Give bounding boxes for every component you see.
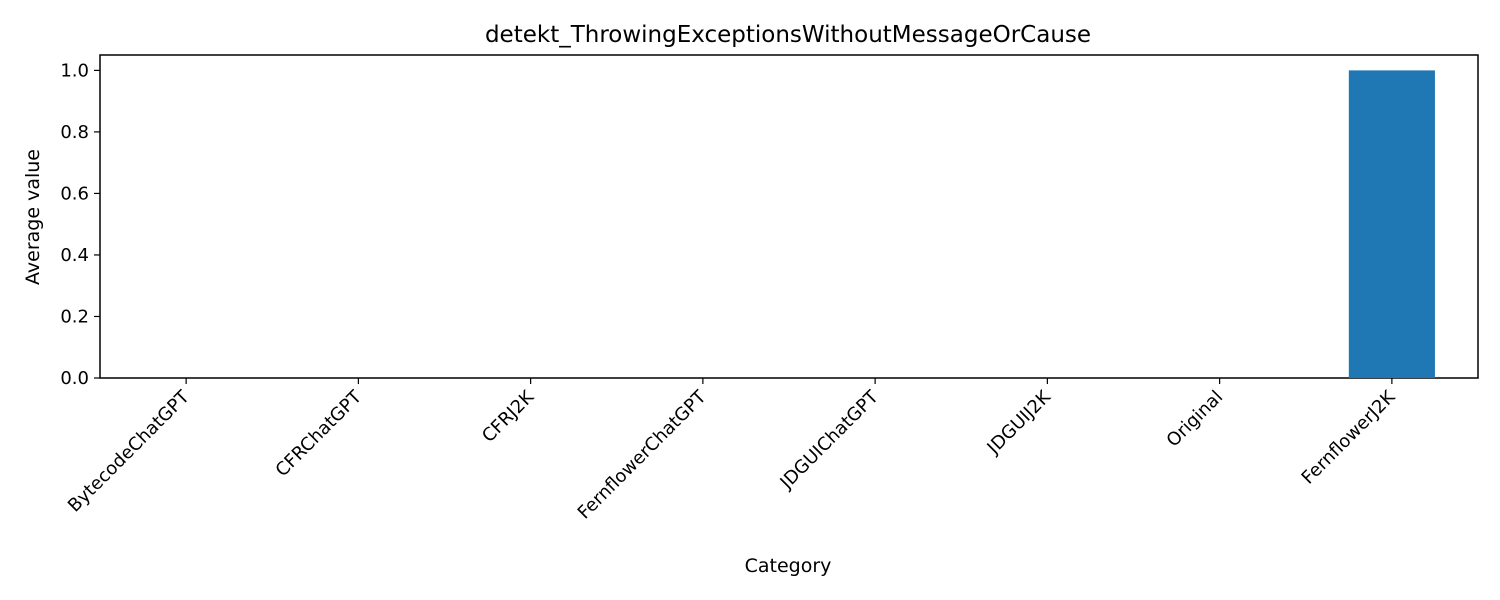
- y-tick-label: 0.6: [60, 183, 89, 204]
- x-axis: BytecodeChatGPT CFRChatGPT CFRJ2K Fernflowe…: [64, 378, 1400, 523]
- y-tick-label: 0.0: [60, 368, 89, 389]
- y-tick-label: 1.0: [60, 60, 89, 81]
- plot-area: [99, 54, 1479, 379]
- x-tick-label: CFRChatGPT: [272, 386, 367, 481]
- y-tick-label: 0.2: [60, 306, 89, 327]
- plot-frame: [99, 54, 1479, 379]
- bars-group: [1348, 70, 1435, 378]
- x-axis-title: Category: [745, 555, 832, 577]
- y-tick-label: 0.4: [60, 245, 89, 266]
- x-tick-label: BytecodeChatGPT: [64, 386, 194, 516]
- x-tick-label: CFRJ2K: [478, 386, 539, 447]
- x-tick-label: FernflowerChatGPT: [574, 386, 711, 523]
- x-tick-label: FernflowerJ2K: [1298, 386, 1401, 489]
- x-tick-label: JDGUIJ2K: [983, 386, 1056, 459]
- y-axis: 0.0 0.2 0.4 0.6 0.8 1.0: [60, 60, 100, 389]
- y-tick-label: 0.8: [60, 122, 89, 143]
- y-axis-title: Average value: [22, 149, 44, 285]
- x-tick-label: JDGUIChatGPT: [776, 386, 884, 494]
- x-tick-label: Original: [1163, 387, 1228, 452]
- chart-title: detekt_ThrowingExceptionsWithoutMessageO…: [485, 22, 1091, 48]
- bar-FernflowerJ2K: [1348, 70, 1435, 378]
